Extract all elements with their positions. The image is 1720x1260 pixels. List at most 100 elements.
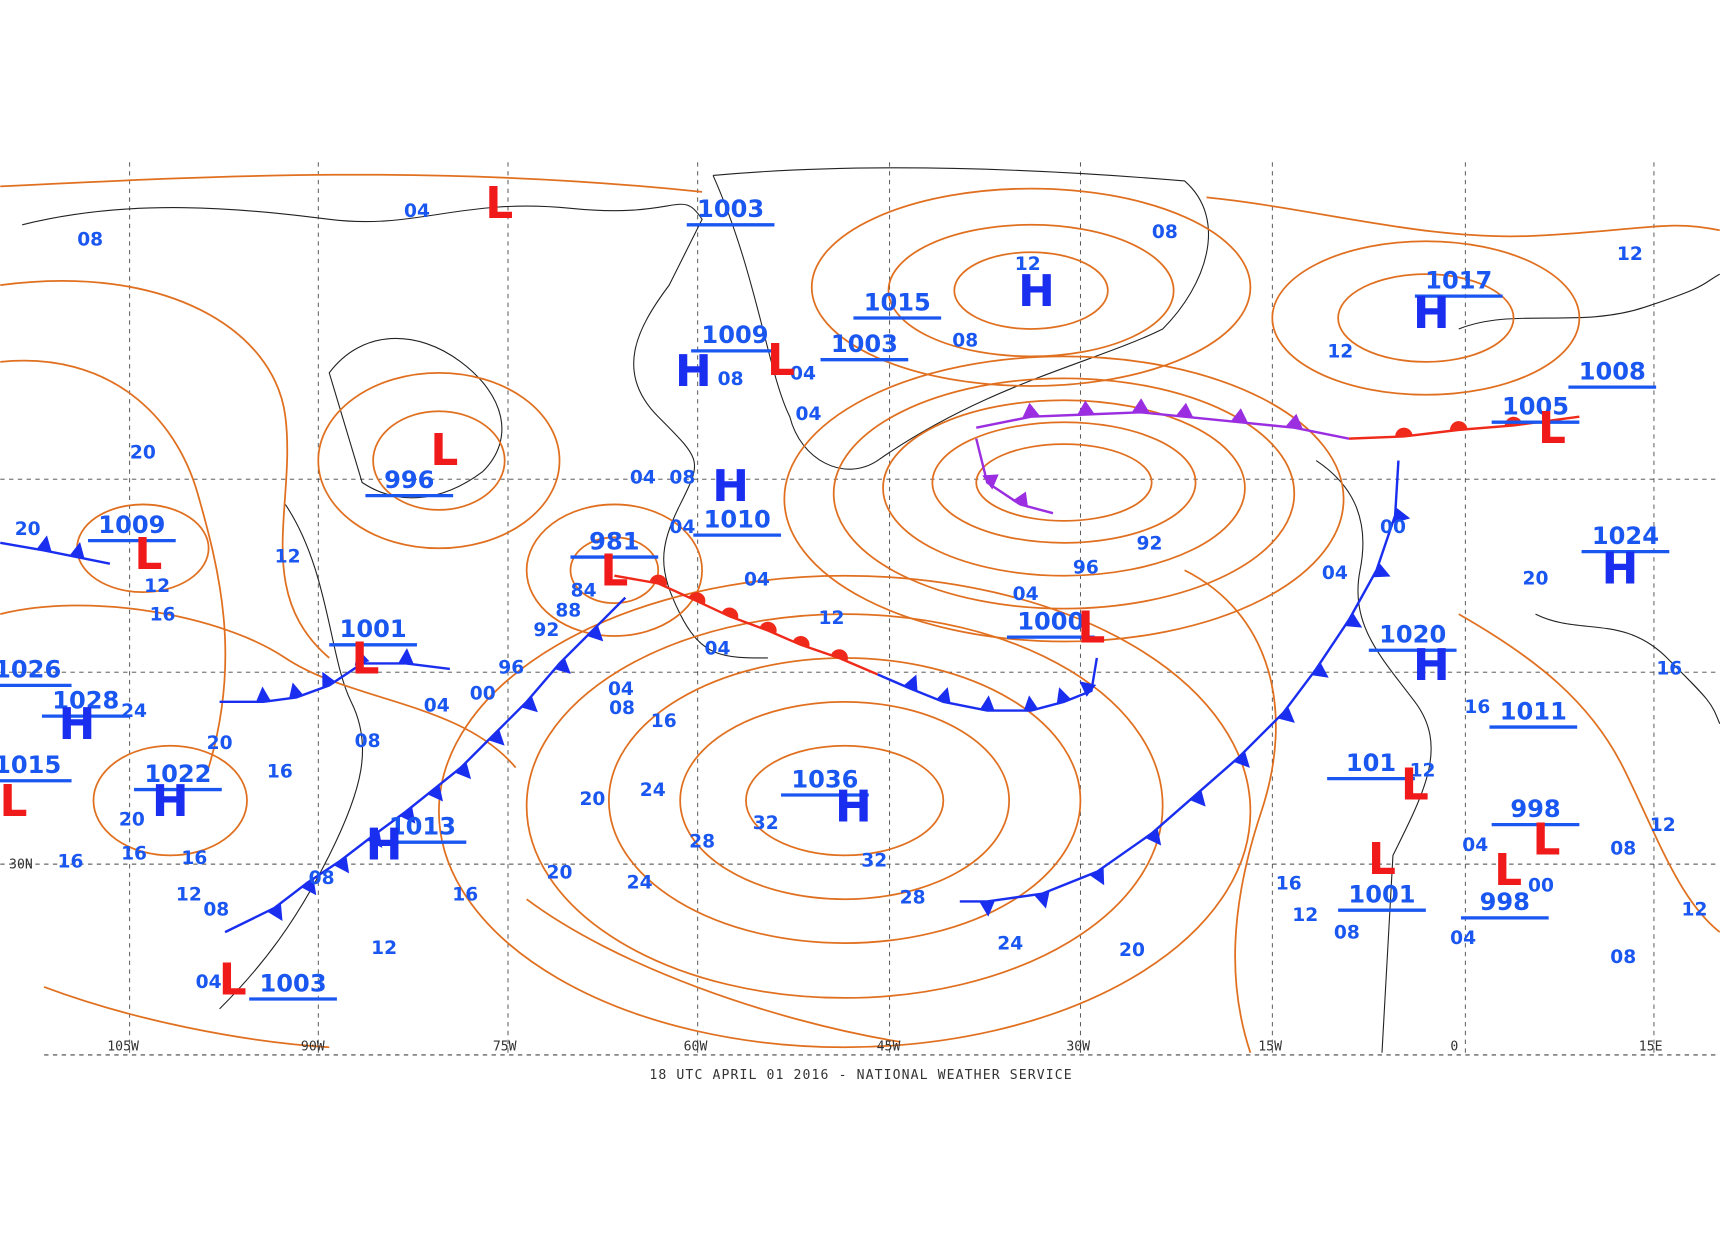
isobar-label: 24 xyxy=(121,701,147,722)
isobar-label: 04 xyxy=(795,404,821,425)
isobar-label: 04 xyxy=(404,201,430,222)
pressure-center: H xyxy=(366,820,403,871)
isobar-label: 20 xyxy=(579,789,605,810)
isobar xyxy=(92,744,248,857)
pressure-center: L xyxy=(134,529,162,580)
isobar-label: 20 xyxy=(119,810,145,831)
pressure-center: H xyxy=(675,346,712,397)
isobar-label: 16 xyxy=(181,848,207,869)
isobar-label: 20 xyxy=(1523,568,1549,589)
isobar-label: 12 xyxy=(144,576,170,597)
isobar-label: 08 xyxy=(203,900,229,921)
isobar-label: 12 xyxy=(176,884,202,905)
isobar-label: 04 xyxy=(1013,584,1039,605)
pressure-center: L xyxy=(430,425,458,476)
pressure-value: 1000 xyxy=(1017,607,1084,635)
front xyxy=(224,596,627,934)
isobar-label: 92 xyxy=(1137,533,1163,554)
isobar xyxy=(783,355,1345,643)
isobar-label: 04 xyxy=(790,363,816,384)
pressure-value: 1015 xyxy=(0,751,61,779)
coastline xyxy=(328,337,503,499)
isobar-label: 88 xyxy=(555,600,581,621)
coastline xyxy=(219,504,364,1010)
pressure-center: H xyxy=(59,699,96,750)
pressure-value: 1026 xyxy=(0,656,61,684)
pressure-value: 1003 xyxy=(260,969,327,997)
isobar-label: 20 xyxy=(130,442,156,463)
pressure-center: L xyxy=(1401,759,1429,810)
isobar-label: 00 xyxy=(1380,517,1406,538)
isobar xyxy=(1206,196,1720,238)
front xyxy=(614,574,879,676)
isobar-label: 08 xyxy=(1610,947,1636,968)
isobar-label: 92 xyxy=(533,620,559,641)
longitude-label: 45W xyxy=(877,1040,901,1055)
isobar xyxy=(43,986,330,1049)
isobar-label: 04 xyxy=(608,679,634,700)
isobar-label: 08 xyxy=(77,230,103,251)
isobar xyxy=(372,410,506,511)
isobar-label: 16 xyxy=(1276,873,1302,894)
pressure-value: 998 xyxy=(1510,795,1560,823)
pressure-value: 998 xyxy=(1480,888,1530,916)
caption: 18 UTC APRIL 01 2016 - NATIONAL WEATHER … xyxy=(649,1068,1072,1083)
isobar xyxy=(975,443,1153,522)
longitude-label: 15W xyxy=(1258,1040,1282,1055)
isobar-label: 08 xyxy=(309,868,335,889)
isobar-label: 20 xyxy=(207,733,233,754)
pressure-value: 1005 xyxy=(1502,393,1569,421)
longitude-label: 0 xyxy=(1450,1040,1458,1055)
isobar-label: 12 xyxy=(275,547,301,568)
isobar-label: 04 xyxy=(196,972,222,993)
isobar xyxy=(953,251,1109,330)
isobar-label: 12 xyxy=(1410,760,1436,781)
pressure-value: 1020 xyxy=(1379,621,1446,649)
pressure-value: 1024 xyxy=(1592,522,1659,550)
isobar-label: 96 xyxy=(1073,558,1099,579)
isobar xyxy=(1184,569,1277,1054)
isobar-label: 04 xyxy=(669,517,695,538)
isobar-label: 08 xyxy=(1152,222,1178,243)
isobar-label: 04 xyxy=(1322,563,1348,584)
pressure-center: L xyxy=(351,633,379,684)
isobar xyxy=(931,421,1197,544)
pressure-value: 1022 xyxy=(144,760,211,788)
pressure-center: H xyxy=(835,781,872,832)
isobar-label: 24 xyxy=(627,872,653,893)
pressure-center: L xyxy=(1532,814,1560,865)
isobar-label: 00 xyxy=(1528,876,1554,897)
longitude-label: 90W xyxy=(301,1040,325,1055)
pressure-value: 1009 xyxy=(98,511,165,539)
isobar-label: 84 xyxy=(571,581,597,602)
isobar xyxy=(1337,273,1515,363)
pressure-value: 1010 xyxy=(704,505,771,533)
isobar-label: 16 xyxy=(150,605,176,626)
isobar-label: 24 xyxy=(640,780,666,801)
isobar xyxy=(317,371,561,550)
isobar-label: 04 xyxy=(744,570,770,591)
pressure-value: 1028 xyxy=(52,686,119,714)
isobar-label: 16 xyxy=(452,884,478,905)
isobar-label: 04 xyxy=(1450,928,1476,949)
isobar-label: 04 xyxy=(704,639,730,660)
pressure-center: H xyxy=(1413,288,1450,339)
front xyxy=(0,535,111,565)
pressure-value: 1015 xyxy=(864,288,931,316)
isobar-label: 12 xyxy=(1292,905,1318,926)
isobar-label: 16 xyxy=(651,711,677,732)
pressure-center: L xyxy=(0,776,27,827)
pressure-center: H xyxy=(1602,543,1639,594)
isobar xyxy=(882,399,1246,577)
pressure-value: 1036 xyxy=(791,765,858,793)
isobar xyxy=(887,223,1175,358)
coastline xyxy=(22,203,768,659)
isobar-label: 08 xyxy=(355,731,381,752)
pressure-value: 1008 xyxy=(1579,357,1646,385)
isobar-label: 04 xyxy=(424,696,450,717)
pressure-center: H xyxy=(1018,266,1055,317)
isobar xyxy=(569,536,660,605)
isobar-label: 20 xyxy=(15,519,41,540)
pressure-center: L xyxy=(767,335,795,386)
